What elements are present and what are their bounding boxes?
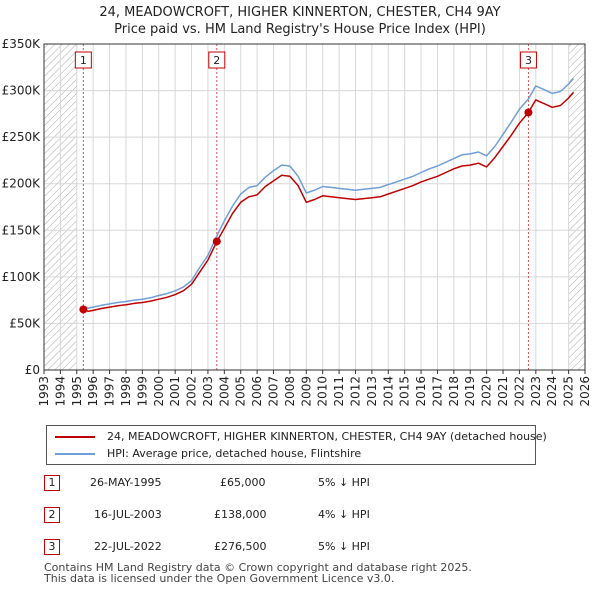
transaction-row: 1 26-MAY-1995 £65,000 5% ↓ HPI bbox=[0, 475, 600, 493]
x-tick-label: 2009 bbox=[299, 376, 313, 407]
y-tick-label: £100K bbox=[2, 270, 42, 284]
transaction-date: 16-JUL-2003 bbox=[94, 508, 162, 521]
y-tick-label: £50K bbox=[9, 316, 41, 330]
x-tick-label: 1994 bbox=[53, 376, 67, 407]
legend-label-price: 24, MEADOWCROFT, HIGHER KINNERTON, CHEST… bbox=[107, 430, 547, 443]
x-tick-label: 2025 bbox=[562, 376, 576, 407]
y-tick-label: £250K bbox=[2, 130, 42, 144]
legend-item-price: 24, MEADOWCROFT, HIGHER KINNERTON, CHEST… bbox=[55, 428, 547, 445]
chart-title: 24, MEADOWCROFT, HIGHER KINNERTON, CHEST… bbox=[99, 5, 501, 20]
x-tick-label: 1998 bbox=[119, 376, 133, 407]
x-tick-label: 2014 bbox=[381, 376, 395, 407]
x-tick-label: 2008 bbox=[283, 376, 297, 407]
sale-marker-box bbox=[519, 51, 537, 69]
legend-swatch-price bbox=[55, 435, 95, 438]
transaction-hpi-diff: 4% ↓ HPI bbox=[318, 508, 370, 521]
transaction-date: 22-JUL-2022 bbox=[94, 540, 162, 553]
x-tick-label: 2001 bbox=[168, 376, 182, 407]
sale-marker-label: 2 bbox=[213, 54, 220, 67]
sale-marker-box bbox=[74, 51, 92, 69]
x-tick-label: 2011 bbox=[332, 376, 346, 407]
hpi-series-line bbox=[83, 78, 575, 309]
chart-subtitle: Price paid vs. HM Land Registry's House … bbox=[114, 22, 486, 37]
y-tick-label: £350K bbox=[2, 37, 42, 51]
transaction-number-badge: 2 bbox=[44, 507, 60, 523]
x-tick-label: 2005 bbox=[234, 376, 248, 407]
sale-marker-label: 1 bbox=[80, 54, 87, 67]
price-chart: 1 2 3 £0 £50K £100K £150K £200K £250K £300K £350K… bbox=[2, 37, 592, 407]
x-tick-label: 2016 bbox=[414, 376, 428, 407]
y-tick-label: £200K bbox=[2, 177, 42, 191]
y-tick-label: £300K bbox=[2, 84, 42, 98]
x-tick-label: 1993 bbox=[37, 376, 51, 407]
x-tick-label: 2004 bbox=[217, 376, 231, 407]
transaction-price: £65,000 bbox=[220, 476, 266, 489]
sale-point bbox=[524, 108, 533, 117]
plot-border bbox=[43, 43, 586, 371]
y-tick-label: £150K bbox=[2, 223, 42, 237]
x-tick-label: 2002 bbox=[185, 376, 199, 407]
x-tick-label: 2007 bbox=[267, 376, 281, 407]
x-tick-label: 2012 bbox=[348, 376, 362, 407]
legend-item-hpi: HPI: Average price, detached house, Flin… bbox=[55, 445, 361, 462]
x-tick-label: 1999 bbox=[135, 376, 149, 407]
transaction-date: 26-MAY-1995 bbox=[90, 476, 162, 489]
x-tick-label: 2024 bbox=[545, 376, 559, 407]
x-tick-label: 2022 bbox=[512, 376, 526, 407]
transaction-number-badge: 1 bbox=[44, 475, 60, 491]
sale-point bbox=[212, 237, 221, 246]
x-tick-label: 2019 bbox=[463, 376, 477, 407]
x-tick-label: 2023 bbox=[529, 376, 543, 407]
x-tick-label: 2020 bbox=[480, 376, 494, 407]
transaction-price: £138,000 bbox=[214, 508, 267, 521]
sale-point bbox=[79, 305, 88, 314]
transaction-row: 3 22-JUL-2022 £276,500 5% ↓ HPI bbox=[0, 539, 600, 557]
hatched-region bbox=[568, 44, 585, 370]
transaction-price: £276,500 bbox=[214, 540, 267, 553]
legend-label-hpi: HPI: Average price, detached house, Flin… bbox=[107, 447, 362, 460]
transaction-number-badge: 3 bbox=[44, 539, 60, 555]
legend: 24, MEADOWCROFT, HIGHER KINNERTON, CHEST… bbox=[46, 425, 547, 465]
x-tick-label: 2013 bbox=[365, 376, 379, 407]
y-tick-label: £0 bbox=[25, 363, 40, 377]
x-tick-label: 2018 bbox=[447, 376, 461, 407]
x-tick-label: 2003 bbox=[201, 376, 215, 407]
transaction-hpi-diff: 5% ↓ HPI bbox=[318, 540, 370, 553]
x-tick-label: 1997 bbox=[103, 376, 117, 407]
x-tick-label: 2017 bbox=[430, 376, 444, 407]
x-tick-label: 2026 bbox=[578, 376, 592, 407]
x-tick-label: 2021 bbox=[496, 376, 510, 407]
x-tick-label: 2015 bbox=[398, 376, 412, 407]
x-tick-label: 2000 bbox=[152, 376, 166, 407]
sale-marker-box bbox=[208, 51, 226, 69]
x-tick-label: 2006 bbox=[250, 376, 264, 407]
sale-marker-label: 3 bbox=[525, 54, 532, 67]
footer-licence: This data is licensed under the Open Gov… bbox=[44, 572, 395, 585]
footer-copyright: Contains HM Land Registry data © Crown c… bbox=[44, 561, 472, 574]
x-tick-label: 1996 bbox=[86, 376, 100, 407]
legend-swatch-hpi bbox=[55, 452, 95, 455]
transaction-hpi-diff: 5% ↓ HPI bbox=[318, 476, 370, 489]
transaction-row: 2 16-JUL-2003 £138,000 4% ↓ HPI bbox=[0, 507, 600, 525]
price-series-line bbox=[83, 91, 575, 313]
x-tick-label: 1995 bbox=[70, 376, 84, 407]
x-tick-label: 2010 bbox=[316, 376, 330, 407]
